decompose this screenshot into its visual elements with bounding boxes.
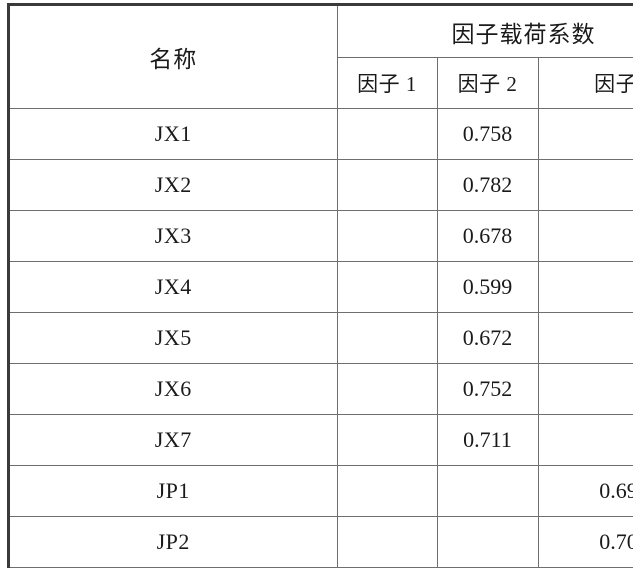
cell-factor-1 [337, 210, 438, 262]
cell-name: JX2 [10, 159, 338, 211]
cell-factor-1 [337, 516, 438, 568]
table-row: JP1 0.690 [10, 465, 633, 517]
cell-factor-1 [337, 159, 438, 211]
cell-factor-3: 0.701 [538, 516, 633, 568]
column-header-factor-2: 因子 2 [437, 57, 539, 109]
cell-factor-1 [337, 312, 438, 364]
column-header-group-factor-loading: 因子载荷系数 [337, 6, 633, 58]
table-row: JX6 0.752 [10, 363, 633, 415]
table-row: JX3 0.678 [10, 210, 633, 262]
cell-factor-3 [538, 261, 633, 313]
header-row-top: 名称 因子载荷系数 [10, 6, 633, 109]
cell-factor-3 [538, 363, 633, 415]
cell-factor-2: 0.758 [437, 108, 539, 160]
cell-factor-2: 0.782 [437, 159, 539, 211]
table-row: JP2 0.701 [10, 516, 633, 568]
cell-name: JX5 [10, 312, 338, 364]
column-header-name: 名称 [10, 6, 338, 109]
cell-name: JX6 [10, 363, 338, 415]
table-row: JX1 0.758 [10, 108, 633, 160]
table-row: JX4 0.599 [10, 261, 633, 313]
cell-factor-2 [437, 516, 539, 568]
table-row: JX7 0.711 [10, 414, 633, 466]
cell-factor-3 [538, 108, 633, 160]
cell-factor-3: 0.690 [538, 465, 633, 517]
cell-factor-3 [538, 159, 633, 211]
cell-name: JX7 [10, 414, 338, 466]
factor-loading-table: 名称 因子载荷系数 因子 1 因子 2 因子 3 JX1 0.758 JX2 0.78… [10, 6, 633, 568]
table-row: JX5 0.672 [10, 312, 633, 364]
cell-name: JX1 [10, 108, 338, 160]
table-row: JX2 0.782 [10, 159, 633, 211]
table-header: 名称 因子载荷系数 因子 1 因子 2 因子 3 [10, 6, 633, 109]
cell-factor-2: 0.711 [437, 414, 539, 466]
cell-factor-2: 0.599 [437, 261, 539, 313]
cell-name: JX3 [10, 210, 338, 262]
cell-factor-2: 0.672 [437, 312, 539, 364]
cell-factor-1 [337, 414, 438, 466]
cell-name: JX4 [10, 261, 338, 313]
cell-factor-2: 0.752 [437, 363, 539, 415]
cell-factor-2 [437, 465, 539, 517]
cell-factor-3 [538, 414, 633, 466]
header-row-sub: 因子 1 因子 2 因子 3 [10, 57, 633, 109]
cell-factor-1 [337, 465, 438, 517]
cell-factor-1 [337, 261, 438, 313]
cell-name: JP2 [10, 516, 338, 568]
column-header-factor-1: 因子 1 [337, 57, 438, 109]
cell-factor-1 [337, 108, 438, 160]
cell-factor-3 [538, 312, 633, 364]
cell-factor-1 [337, 363, 438, 415]
cell-factor-2: 0.678 [437, 210, 539, 262]
cell-name: JP1 [10, 465, 338, 517]
cell-factor-3 [538, 210, 633, 262]
column-header-factor-3: 因子 3 [538, 57, 633, 109]
table-body: JX1 0.758 JX2 0.782 JX3 0.678 JX4 0.599 JX5 0.672… [10, 108, 633, 568]
factor-loading-table-container: 名称 因子载荷系数 因子 1 因子 2 因子 3 JX1 0.758 JX2 0.78… [7, 3, 633, 568]
